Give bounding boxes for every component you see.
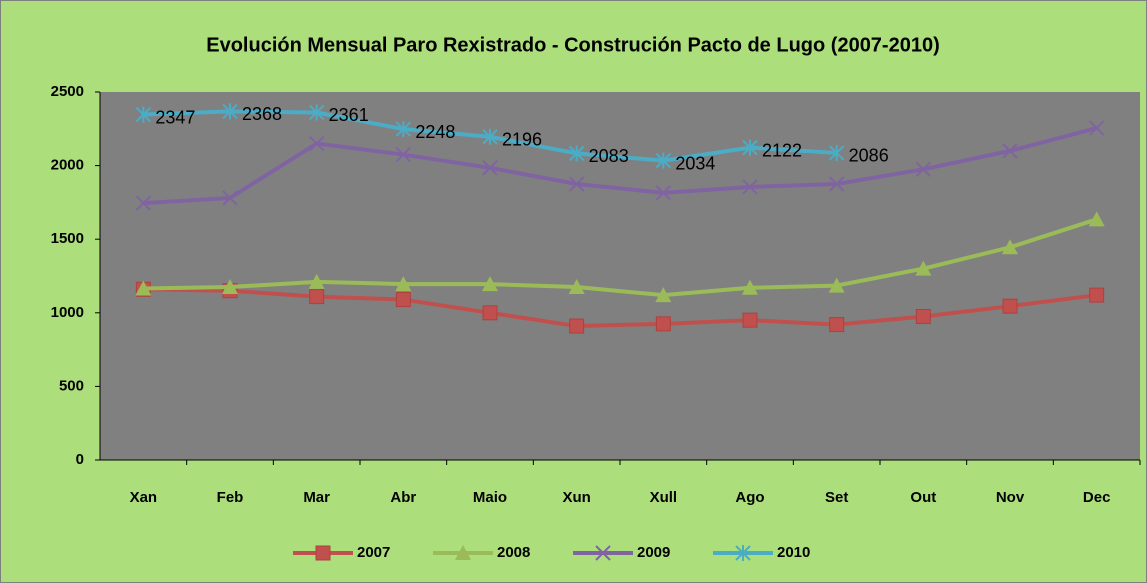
data-label: 2361: [329, 105, 369, 125]
data-label: 2368: [242, 104, 282, 124]
data-point: [308, 135, 325, 152]
y-tick-label: 0: [76, 451, 84, 468]
data-point: [742, 179, 758, 195]
y-tick-label: 1000: [51, 304, 84, 321]
data-label: 2248: [415, 122, 455, 142]
data-point: [308, 104, 325, 121]
x-tick-label: Feb: [217, 489, 244, 506]
x-tick-label: Set: [825, 489, 848, 506]
data-point: [568, 145, 585, 162]
data-point: [1088, 120, 1105, 136]
legend-label: 2008: [497, 544, 530, 561]
legend-marker: [595, 545, 611, 561]
plot-area: [100, 92, 1140, 460]
y-tick-label: 2000: [51, 157, 84, 174]
x-tick-label: Dec: [1083, 489, 1111, 506]
data-point: [309, 289, 325, 305]
x-tick-label: Xun: [562, 489, 590, 506]
data-point: [135, 195, 152, 211]
data-point: [395, 292, 411, 308]
data-point: [482, 160, 498, 176]
data-point: [568, 279, 585, 295]
x-tick-label: Xan: [130, 489, 158, 506]
data-point: [569, 318, 585, 334]
x-tick-label: Maio: [473, 489, 507, 506]
data-point: [482, 128, 498, 145]
data-point: [1088, 211, 1105, 227]
x-tick-label: Nov: [996, 489, 1025, 506]
data-point: [915, 308, 931, 324]
data-point: [395, 121, 412, 138]
data-point: [568, 176, 585, 192]
legend-label: 2007: [357, 544, 390, 561]
data-point: [742, 279, 758, 295]
data-point: [828, 144, 845, 161]
data-point: [395, 276, 412, 292]
legend-label: 2010: [777, 544, 810, 561]
x-tick-label: Xull: [650, 489, 678, 506]
data-label: 2347: [155, 107, 195, 127]
data-label: 2083: [589, 146, 629, 166]
data-point: [742, 139, 758, 156]
data-point: [1002, 298, 1018, 314]
data-point: [655, 316, 671, 332]
x-tick-label: Ago: [735, 489, 764, 506]
legend-marker: [455, 545, 471, 560]
data-point: [915, 161, 932, 177]
data-point: [915, 260, 932, 276]
data-point: [222, 190, 238, 206]
data-point: [482, 276, 498, 292]
data-point: [135, 280, 152, 296]
y-tick-label: 1500: [51, 230, 84, 247]
data-point: [742, 312, 758, 328]
data-point: [828, 277, 845, 293]
data-label: 2122: [762, 140, 802, 160]
data-point: [395, 146, 412, 163]
data-label: 2034: [675, 153, 715, 173]
series-line: [143, 287, 1097, 329]
data-label: 2086: [849, 146, 889, 166]
x-tick-label: Mar: [303, 489, 330, 506]
data-point: [1002, 143, 1018, 159]
data-point: [135, 106, 152, 123]
x-tick-label: Out: [910, 489, 936, 506]
data-point: [655, 152, 672, 169]
series-line: [143, 217, 1098, 298]
legend-marker: [315, 545, 331, 561]
x-tick-label: Abr: [390, 489, 416, 506]
data-point: [222, 279, 238, 295]
data-point: [482, 305, 498, 321]
data-point: [655, 287, 672, 303]
legend-label: 2009: [637, 544, 670, 561]
data-point: [828, 176, 845, 192]
data-point: [308, 273, 325, 289]
y-tick-label: 2500: [51, 83, 84, 100]
data-point: [1002, 239, 1018, 255]
data-point: [655, 185, 672, 201]
legend-marker: [735, 545, 751, 561]
data-point: [1089, 287, 1105, 303]
chart-title: Evolución Mensual Paro Rexistrado - Cons…: [206, 34, 940, 56]
data-label: 2196: [502, 129, 542, 149]
series-line: [143, 126, 1098, 206]
y-tick-label: 500: [59, 377, 84, 394]
data-point: [829, 317, 845, 333]
data-point: [222, 103, 238, 120]
